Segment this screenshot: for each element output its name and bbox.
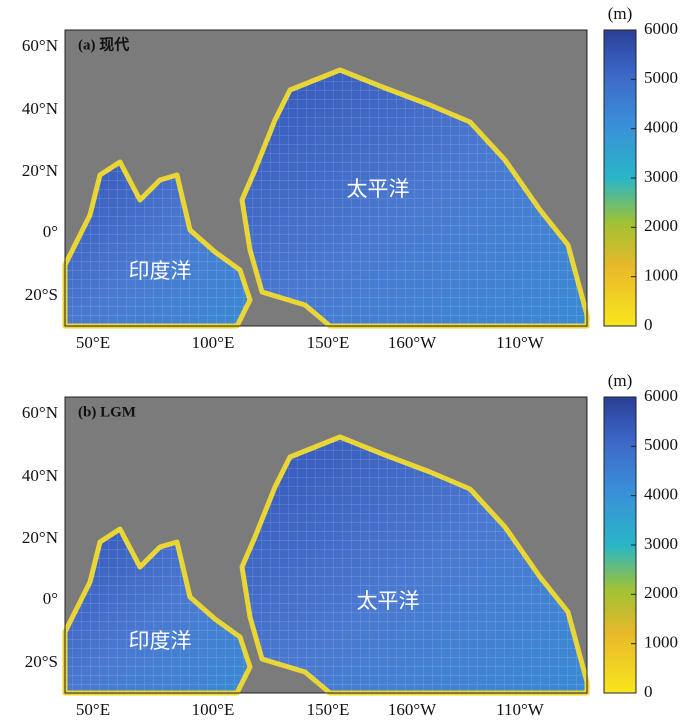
colorbar-tick-label: 6000 xyxy=(644,19,678,38)
lon-label: 100°E xyxy=(192,333,235,352)
ocean-label: 太平洋 xyxy=(347,177,410,201)
colorbar-tick-label: 0 xyxy=(644,315,653,334)
lat-label: 0° xyxy=(43,589,58,608)
colorbar-tick-label: 4000 xyxy=(644,118,678,137)
lat-label: 20°N xyxy=(22,161,58,180)
lon-label: 100°E xyxy=(192,700,235,719)
lon-label: 50°E xyxy=(76,700,110,719)
lat-label: 40°N xyxy=(22,466,58,485)
panel-label: (a) 现代 xyxy=(78,35,129,53)
ocean-label: 印度洋 xyxy=(129,629,192,653)
colorbar-unit: (m) xyxy=(608,4,633,23)
lon-label: 160°W xyxy=(388,333,437,352)
colorbar-tick-label: 1000 xyxy=(644,266,678,285)
map-panel xyxy=(62,396,590,696)
colorbar-tick-label: 5000 xyxy=(644,435,678,454)
model-grid xyxy=(242,70,587,326)
lat-label: 60°N xyxy=(22,36,58,55)
map-panel xyxy=(62,29,590,329)
lon-label: 50°E xyxy=(76,333,110,352)
lat-label: 0° xyxy=(43,222,58,241)
lon-label: 110°W xyxy=(496,333,545,352)
ocean-label: 印度洋 xyxy=(129,259,192,283)
model-grid xyxy=(65,162,250,326)
model-grid xyxy=(65,529,250,693)
lat-label: 20°N xyxy=(22,528,58,547)
colorbar-tick-label: 3000 xyxy=(644,534,678,553)
colorbar-tick-label: 0 xyxy=(644,682,653,701)
lon-label: 150°E xyxy=(307,333,350,352)
colorbar-tick-label: 4000 xyxy=(644,485,678,504)
lat-label: 20°S xyxy=(25,652,58,671)
colorbar-unit: (m) xyxy=(608,371,633,390)
lon-label: 110°W xyxy=(496,700,545,719)
map-frame xyxy=(64,396,588,694)
map-frame xyxy=(64,29,588,327)
colorbar-tick-label: 2000 xyxy=(644,216,678,235)
lat-label: 60°N xyxy=(22,403,58,422)
ocean-label: 太平洋 xyxy=(357,589,420,613)
colorbar-tick-label: 6000 xyxy=(644,386,678,405)
panel-label: (b) LGM xyxy=(78,404,136,420)
lon-label: 150°E xyxy=(307,700,350,719)
colorbar-tick-label: 2000 xyxy=(644,583,678,602)
model-grid xyxy=(242,437,587,693)
colorbar-tick-label: 1000 xyxy=(644,633,678,652)
lat-label: 20°S xyxy=(25,285,58,304)
colorbar-tick-label: 5000 xyxy=(644,68,678,87)
lon-label: 160°W xyxy=(388,700,437,719)
lat-label: 40°N xyxy=(22,99,58,118)
colorbar-tick-label: 3000 xyxy=(644,167,678,186)
